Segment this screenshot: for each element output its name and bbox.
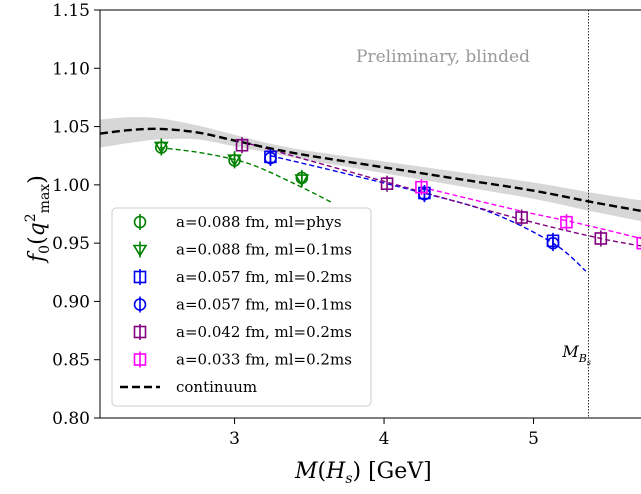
data-point-a-0-057-fm-ml-0-1ms-2 xyxy=(546,235,560,252)
legend-marker-a-0-057-fm-ml-0-1ms xyxy=(133,296,147,313)
data-point-a-0-057-fm-ml-0-1ms-1 xyxy=(418,186,431,203)
data-point-a-0-042-fm-ml-0-2ms-1 xyxy=(380,175,394,192)
data-point-a-0-033-fm-ml-0-2ms-1 xyxy=(560,214,573,231)
legend-marker-a-0-033-fm-ml-0-2ms xyxy=(133,351,147,368)
legend-label: a=0.033 fm, ml=0.2ms xyxy=(176,351,352,369)
continuum-band xyxy=(100,117,641,222)
data-point-a-0-042-fm-ml-0-2ms-3 xyxy=(594,230,608,247)
legend-entry: continuum xyxy=(120,378,257,396)
legend-label: a=0.057 fm, ml=0.1ms xyxy=(176,296,352,314)
legend-box xyxy=(111,207,372,407)
y-tick-label: 1.10 xyxy=(52,59,90,79)
x-axis-label: M(Hs) [GeV] xyxy=(294,459,432,487)
data-points xyxy=(153,137,641,252)
legend-marker-a-0-088-fm-ml-phys xyxy=(133,214,147,230)
continuum-line xyxy=(100,127,641,213)
legend-entry: a=0.057 fm, ml=0.1ms xyxy=(133,296,352,314)
continuum-curve xyxy=(100,127,641,213)
legend-label: a=0.042 fm, ml=0.2ms xyxy=(176,323,352,341)
data-point-a-0-088-fm-ml-0-1ms-0 xyxy=(153,138,169,155)
legend-entry: a=0.042 fm, ml=0.2ms xyxy=(133,323,352,341)
legend-entry: a=0.033 fm, ml=0.2ms xyxy=(133,351,352,369)
legend-label: a=0.088 fm, ml=0.1ms xyxy=(176,241,352,259)
data-point-a-0-033-fm-ml-0-2ms-2 xyxy=(636,236,641,250)
data-point-a-0-057-fm-ml-0-1ms-0 xyxy=(264,150,277,167)
data-point-a-0-088-fm-ml-0-1ms-2 xyxy=(294,171,310,188)
continuum-error-band xyxy=(100,117,641,222)
data-point-a-0-042-fm-ml-0-2ms-0 xyxy=(235,137,249,154)
y-tick-label: 1.15 xyxy=(52,1,90,21)
x-tick-label: 4 xyxy=(379,429,390,449)
fit-curve-a-0-033-fm-ml-0-2ms xyxy=(421,186,641,240)
x-tick-label: 5 xyxy=(528,429,539,449)
preliminary-annotation: Preliminary, blinded xyxy=(356,47,530,67)
legend-label: a=0.057 fm, ml=0.2ms xyxy=(176,268,352,286)
legend-entry: a=0.088 fm, ml=phys xyxy=(133,213,342,231)
y-axis-ticks: 0.80 0.85 0.90 0.95 1.00 1.05 1.10 1.15 xyxy=(52,1,100,429)
y-axis-label: f0(q2max) xyxy=(23,175,53,264)
fit-curve-a-0-088-fm-ml-phys xyxy=(159,146,333,203)
y-tick-label: 0.85 xyxy=(52,351,90,371)
y-tick-label: 0.90 xyxy=(52,292,90,312)
x-tick-label: 3 xyxy=(229,429,240,449)
x-axis-ticks: 3 4 5 xyxy=(229,418,539,449)
y-tick-label: 0.80 xyxy=(52,409,90,429)
data-point-a-0-088-fm-ml-0-1ms-1 xyxy=(227,151,242,168)
legend-label: continuum xyxy=(176,378,257,396)
y-tick-label: 0.95 xyxy=(52,234,90,254)
legend-marker-a-0-042-fm-ml-0-2ms xyxy=(133,324,147,340)
legend-entry: a=0.088 fm, ml=0.1ms xyxy=(132,241,352,259)
legend: a=0.088 fm, ml=phys a=0.088 fm, ml=0.1ms a… xyxy=(111,207,372,407)
legend-marker-a-0-088-fm-ml-0-1ms xyxy=(132,241,148,258)
y-tick-label: 1.05 xyxy=(52,118,90,138)
data-point-a-0-042-fm-ml-0-2ms-2 xyxy=(515,209,528,226)
legend-marker-a-0-057-fm-ml-0-2ms xyxy=(133,269,147,285)
data-point-a-0-033-fm-ml-0-2ms-0 xyxy=(415,179,428,196)
y-tick-label: 1.00 xyxy=(52,176,90,196)
mbs-label: MBs xyxy=(561,342,591,367)
legend-entry: a=0.057 fm, ml=0.2ms xyxy=(133,268,352,286)
axes-frame xyxy=(99,9,641,419)
legend-label: a=0.088 fm, ml=phys xyxy=(176,213,342,231)
